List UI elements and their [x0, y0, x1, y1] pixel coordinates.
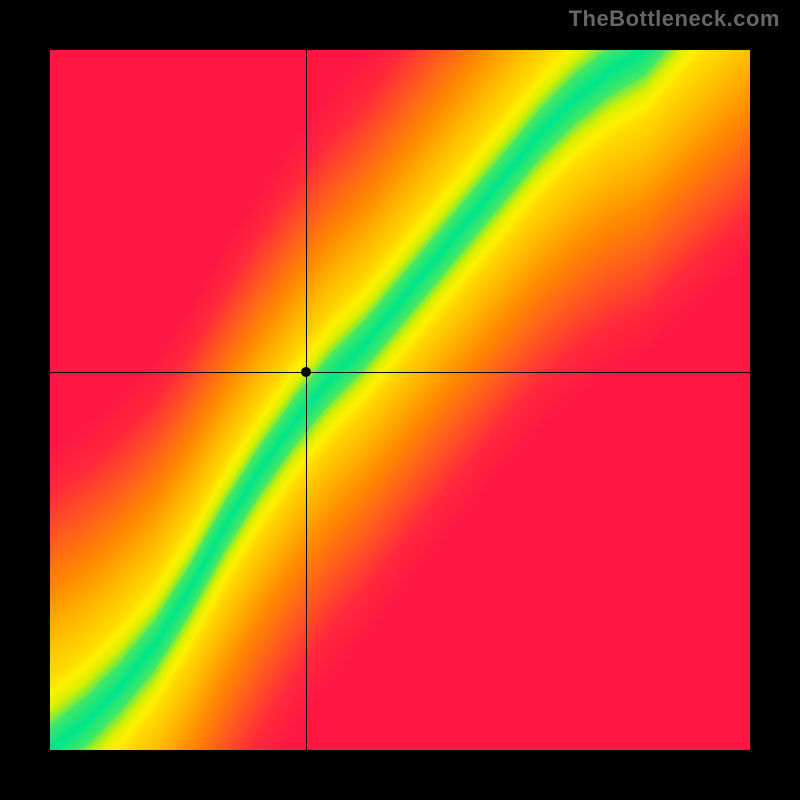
chart-container: TheBottleneck.com: [0, 0, 800, 800]
watermark-text: TheBottleneck.com: [569, 6, 780, 32]
crosshair-horizontal: [50, 372, 750, 373]
heatmap-canvas: [50, 50, 750, 750]
heatmap-plot: [50, 50, 750, 750]
crosshair-vertical: [306, 50, 307, 750]
data-point-marker: [301, 367, 311, 377]
